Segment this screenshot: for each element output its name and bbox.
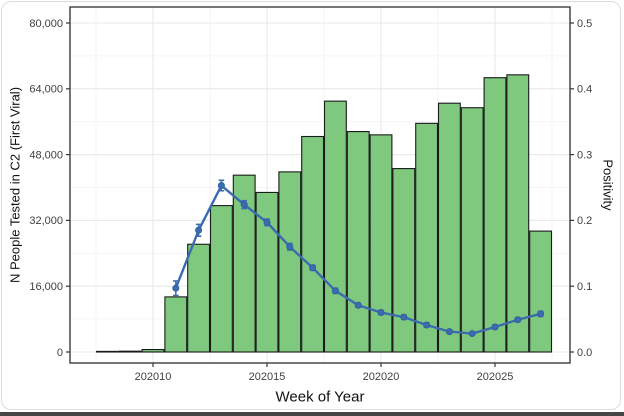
line-point-202026 [514, 316, 522, 324]
right-tick-label: 0.3 [577, 149, 592, 161]
bar-202026 [506, 74, 530, 353]
bar-202021 [392, 168, 416, 353]
line-point-202027 [537, 310, 545, 318]
line-point-202016 [286, 243, 294, 251]
line-point-202015 [263, 218, 271, 226]
bar-202014 [232, 174, 256, 353]
bar-202012 [187, 243, 211, 353]
left-tick-label: 0 [57, 347, 63, 359]
left-tick-label: 48,000 [29, 149, 63, 161]
left-tick-label: 32,000 [29, 215, 63, 227]
bar-202015 [255, 191, 279, 353]
line-point-202013 [217, 182, 225, 190]
line-point-202018 [331, 287, 339, 295]
bar-202009 [118, 350, 142, 353]
line-point-202019 [354, 301, 362, 309]
bar-202020 [369, 134, 393, 353]
right-tick-label: 0.4 [577, 84, 592, 96]
bar-202025 [483, 77, 507, 353]
right-tick-label: 0.1 [577, 281, 592, 293]
bar-202016 [278, 171, 302, 353]
right-axis-title: Positivity [600, 159, 616, 211]
left-tick-label: 16,000 [29, 281, 63, 293]
right-tick-label: 0.0 [577, 347, 592, 359]
x-axis-title: Week of Year [275, 388, 365, 406]
left-tick-label: 64,000 [29, 84, 63, 96]
bar-202008 [95, 350, 119, 353]
right-tick-label: 0.2 [577, 215, 592, 227]
bottom-tick-label: 202010 [135, 371, 172, 383]
bar-202024 [460, 107, 484, 353]
bar-202017 [301, 135, 325, 353]
panel-border [69, 6, 571, 364]
bar-202023 [437, 102, 461, 353]
bar-202010 [141, 348, 165, 353]
bar-202019 [346, 131, 370, 353]
line-point-202014 [240, 201, 248, 209]
left-axis-title: N People Tested in C2 (First Viral) [7, 86, 23, 284]
bottom-tick-label: 202015 [249, 371, 286, 383]
line-point-202011 [172, 284, 180, 292]
left-tick-label: 80,000 [29, 18, 63, 30]
line-point-202024 [468, 330, 476, 338]
bar-202018 [323, 100, 347, 353]
line-point-202012 [195, 226, 203, 234]
line-point-202023 [445, 328, 453, 336]
line-point-202022 [423, 321, 431, 329]
bar-202011 [164, 296, 188, 353]
bottom-tick-label: 202025 [477, 371, 514, 383]
line-point-202021 [400, 313, 408, 321]
line-point-202017 [309, 264, 317, 272]
line-point-202020 [377, 309, 385, 317]
line-point-202025 [491, 323, 499, 331]
bar-202027 [529, 230, 553, 353]
right-tick-label: 0.5 [577, 18, 592, 30]
bar-202013 [209, 205, 233, 353]
bar-202022 [415, 122, 439, 353]
bottom-tick-label: 202020 [363, 371, 400, 383]
window-bottom-edge [0, 412, 624, 416]
